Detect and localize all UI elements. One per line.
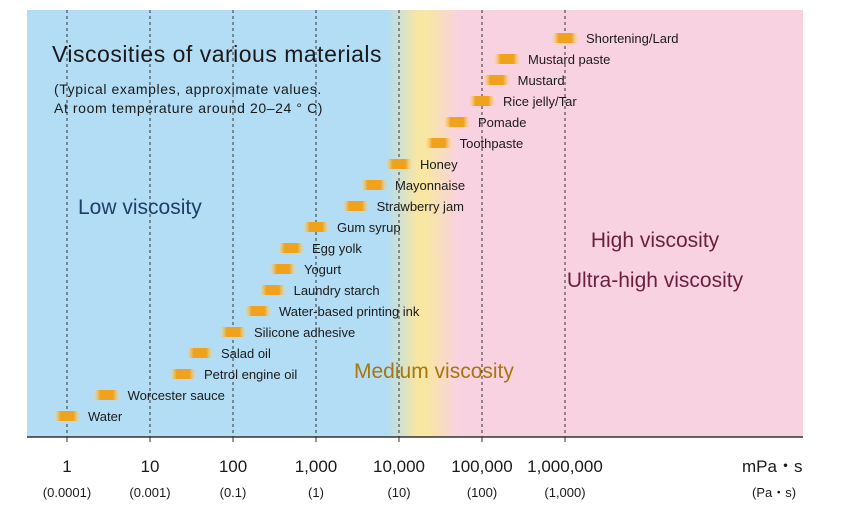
zone-labels: Low viscosity Medium viscosity High viscos… [78, 196, 744, 383]
data-marker [170, 369, 197, 379]
data-label: Gum syrup [337, 220, 401, 235]
data-marker [186, 348, 213, 358]
x-tick-sublabel: (1) [308, 485, 324, 500]
data-label: Laundry starch [294, 283, 380, 298]
data-marker [361, 180, 388, 190]
grid-lines [66, 10, 566, 442]
data-marker [342, 201, 369, 211]
x-tick-label: 10,000 [373, 457, 425, 476]
data-marker [469, 96, 495, 106]
chart-subtitle-line-1: (Typical examples, approximate values. [54, 81, 322, 97]
zone-label-low: Low viscosity [78, 196, 202, 219]
x-tick-sublabel: (0.0001) [43, 485, 91, 500]
x-tick-sublabel: (0.1) [220, 485, 247, 500]
data-marker [483, 75, 510, 85]
data-marker [54, 411, 80, 421]
data-label: Pomade [478, 115, 526, 130]
x-tick-sublabel: (100) [467, 485, 497, 500]
data-label: Mayonnaise [395, 178, 465, 193]
data-points: Water Worcester sauce Petrol engine oil Sal… [54, 31, 679, 424]
x-tick-label: 10 [141, 457, 160, 476]
data-marker [444, 117, 471, 127]
x-tick-sublabel: (10) [387, 485, 410, 500]
data-label: Egg yolk [312, 241, 362, 256]
data-label: Silicone adhesive [254, 325, 355, 340]
zone-label-high: High viscosity [591, 229, 720, 252]
zone-label-medium: Medium viscosity [354, 360, 514, 383]
x-tick-label: 1,000,000 [527, 457, 603, 476]
data-marker [552, 33, 578, 43]
x-tick-sublabel: (0.001) [129, 485, 170, 500]
data-label: Worcester sauce [128, 388, 225, 403]
x-tick-label: 1,000 [295, 457, 338, 476]
x-axis-unit: mPa・s [742, 457, 802, 476]
data-label: Salad oil [221, 346, 271, 361]
data-marker [386, 159, 412, 169]
data-label: Water [88, 409, 123, 424]
data-label: Strawberry jam [377, 199, 464, 214]
x-tick-label: 100,000 [451, 457, 512, 476]
data-marker [303, 222, 329, 232]
data-marker [269, 264, 296, 274]
data-marker [259, 285, 286, 295]
data-label: Honey [420, 157, 458, 172]
data-label: Toothpaste [460, 136, 524, 151]
data-marker [93, 390, 120, 400]
zones-background [27, 10, 803, 437]
data-label: Petrol engine oil [204, 367, 297, 382]
data-label: Rice jelly/Tar [503, 94, 577, 109]
x-tick-label: 100 [219, 457, 247, 476]
data-marker [244, 306, 271, 316]
x-tick-labels: 1 (0.0001) 10 (0.001) 100 (0.1) 1,000 (1) 10,000… [43, 457, 603, 500]
data-label: Mustard paste [528, 52, 610, 67]
viscosity-zones [27, 10, 803, 437]
chart-title: Viscosities of various materials [52, 41, 382, 67]
chart-subtitle-line-2: At room temperature around 20–24 ° C) [54, 100, 323, 116]
data-label: Yogurt [304, 262, 341, 277]
x-tick-sublabel: (1,000) [544, 485, 585, 500]
data-marker [493, 54, 520, 64]
data-label: Water-based printing ink [279, 304, 420, 319]
data-label: Mustard [518, 73, 565, 88]
data-marker [220, 327, 246, 337]
data-marker [278, 243, 305, 253]
data-marker [425, 138, 452, 148]
x-axis-unit-secondary: (Pa・s) [752, 485, 796, 500]
data-label: Shortening/Lard [586, 31, 679, 46]
x-tick-label: 1 [62, 457, 71, 476]
zone-label-ultra-high: Ultra-high viscosity [567, 269, 744, 292]
